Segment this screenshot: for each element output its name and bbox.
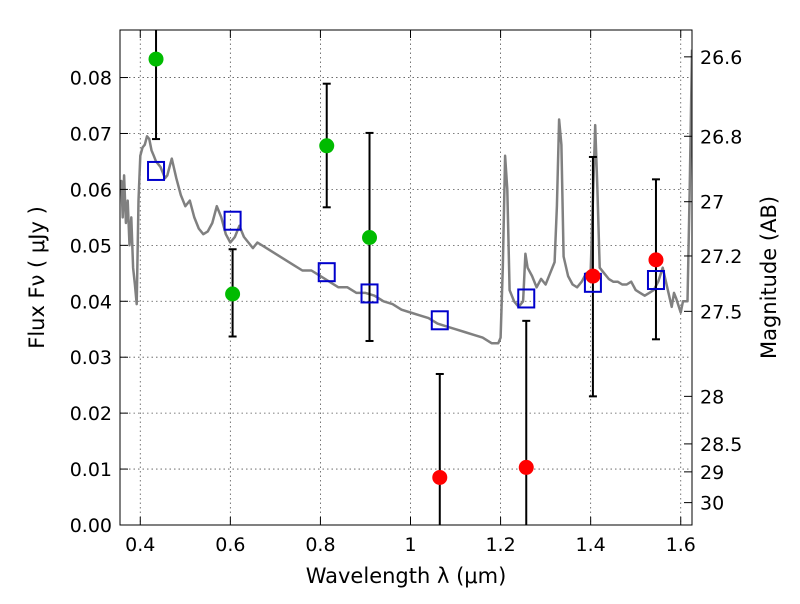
model-photometry-square — [517, 288, 536, 309]
magnitude-tick-label: 28.5 — [700, 434, 742, 456]
y-tick-label: 0.05 — [70, 235, 112, 257]
x-axis-label: Wavelength λ (μm) — [306, 564, 507, 588]
model-photometry-square — [317, 262, 336, 283]
x-tick-label: 0.8 — [305, 534, 335, 556]
y-tick-label: 0.07 — [70, 123, 112, 145]
magnitude-tick-label: 27.5 — [700, 301, 742, 323]
magnitude-tick-label: 29 — [700, 462, 724, 484]
model-photometry-square — [360, 283, 379, 304]
detected-point — [225, 286, 241, 302]
magnitude-tick-label: 26.6 — [700, 47, 742, 69]
x-tick-label: 1.2 — [485, 534, 515, 556]
y-tick-label: 0.03 — [70, 347, 112, 369]
x-tick-label: 1 — [404, 534, 416, 556]
y-tick-label: 0.01 — [70, 459, 112, 481]
detected-point — [362, 230, 378, 246]
model-photometry-square — [430, 310, 449, 331]
x-tick-label: 1.4 — [576, 534, 606, 556]
non-detected-point — [518, 459, 534, 475]
plot-frame — [119, 29, 693, 526]
magnitude-tick-label: 30 — [700, 493, 724, 515]
tick-layer: 0.4 0.6 0.8 1 1.2 1.4 1.6 0.00 0.01 0.02 0.03 0.04 0… — [70, 30, 742, 556]
grid-layer — [120, 30, 692, 526]
model-photometry-square — [223, 210, 242, 231]
y-tick-label: 0.04 — [70, 291, 112, 313]
detected-point — [319, 138, 335, 154]
x-tick-label: 0.4 — [125, 534, 155, 556]
non-detected-point — [432, 469, 448, 485]
y-axis-label: Flux Fν ( μJy ) — [25, 206, 49, 349]
magnitude-axis-label: Magnitude (AB) — [757, 196, 781, 359]
non-detected-point — [648, 252, 664, 268]
y-tick-label: 0.02 — [70, 403, 112, 425]
model-photometry-square — [646, 270, 665, 291]
y-tick-label: 0.00 — [70, 515, 112, 537]
magnitude-tick-label: 27.2 — [700, 246, 742, 268]
y-tick-label: 0.06 — [70, 179, 112, 201]
data-layer — [120, 30, 692, 525]
magnitude-tick-label: 28 — [700, 386, 724, 408]
magnitude-tick-label: 27 — [700, 192, 724, 214]
x-tick-label: 0.6 — [215, 534, 245, 556]
y-tick-label: 0.08 — [70, 68, 112, 90]
model-spectrum-line — [120, 49, 692, 345]
detected-point — [148, 51, 164, 67]
x-tick-label: 1.6 — [666, 534, 696, 556]
non-detected-point — [585, 268, 601, 284]
magnitude-tick-label: 26.8 — [700, 126, 742, 148]
model-photometry-square — [147, 160, 166, 181]
